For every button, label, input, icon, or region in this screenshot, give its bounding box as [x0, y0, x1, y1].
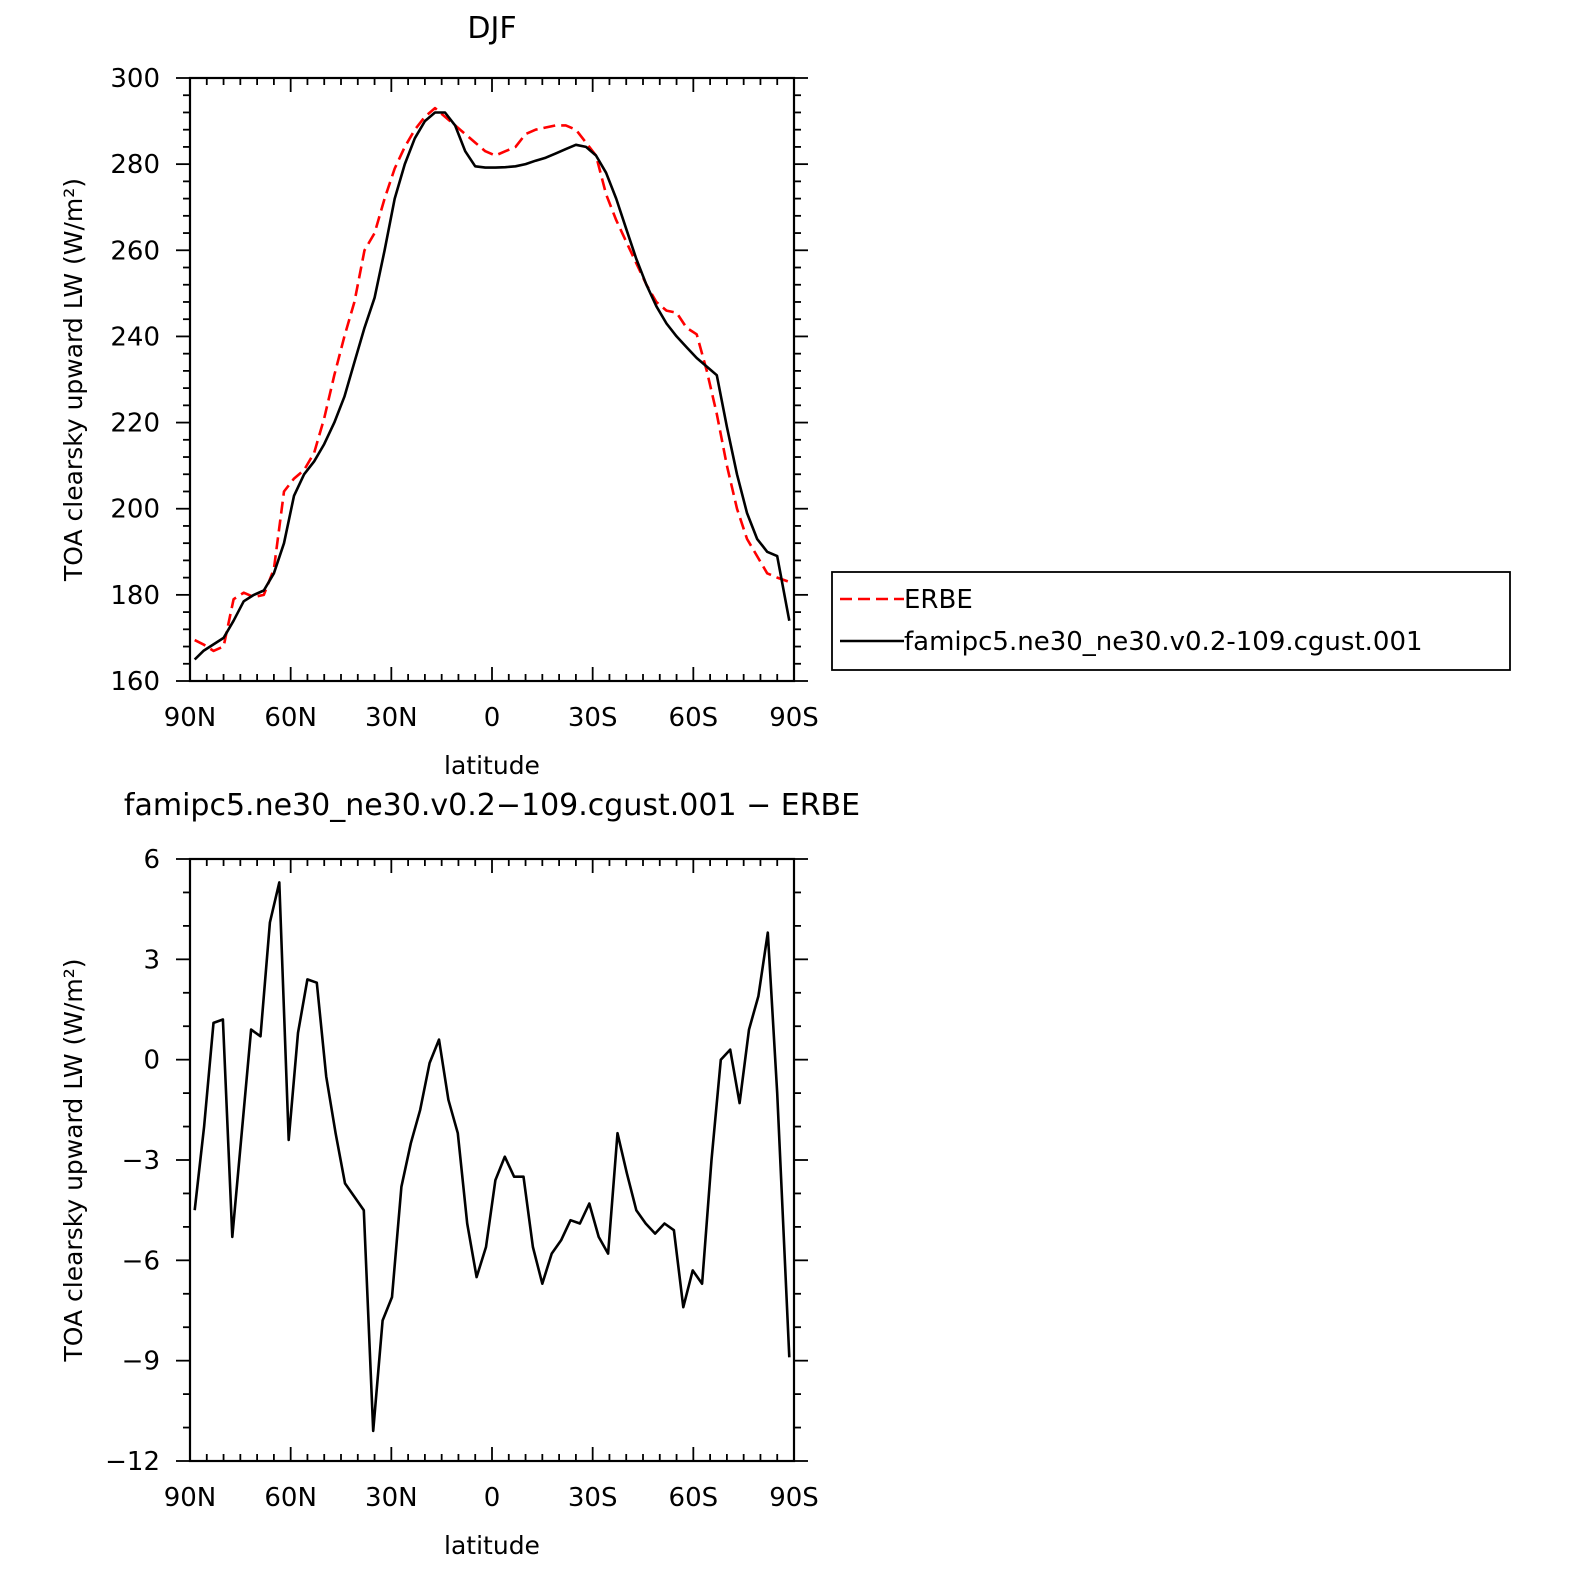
- x-tick-label: 60N: [264, 703, 317, 733]
- series-line-difference: [193, 881, 791, 1433]
- x-tick-label: 30N: [365, 1483, 418, 1513]
- legend-box: [831, 571, 1511, 671]
- y-tick-label: 220: [110, 409, 160, 439]
- x-tick-label: 30S: [568, 1483, 618, 1513]
- legend-label: famipc5.ne30_ne30.v0.2-109.cgust.001: [904, 627, 1423, 657]
- y-tick-label: 200: [110, 495, 160, 525]
- y-tick-label: 260: [110, 236, 160, 266]
- chart-title: DJF: [467, 11, 516, 46]
- x-axis-title: latitude: [444, 751, 540, 780]
- top-panel-djf: DJF 90N 60N 30N 0 30S 60S 90S 160 180 200 220 240 260…: [59, 11, 1511, 780]
- legend: ERBE famipc5.ne30_ne30.v0.2-109.cgust.001: [831, 571, 1511, 671]
- series-line-famipc5-ne30-ne30-v0-2-109-cgust-001: [193, 111, 791, 661]
- y-tick-label: 240: [110, 322, 160, 352]
- x-tick-label: 0: [484, 703, 501, 733]
- y-tick-label: −6: [122, 1246, 160, 1276]
- x-tick-label: 60N: [264, 1483, 317, 1513]
- y-tick-label: 300: [110, 64, 160, 94]
- y-tick-label: 180: [110, 581, 160, 611]
- y-tick-label: 160: [110, 667, 160, 697]
- y-tick-label: 280: [110, 150, 160, 180]
- x-tick-label: 30N: [365, 703, 418, 733]
- x-tick-label: 90N: [164, 703, 217, 733]
- x-tick-label: 30S: [568, 703, 618, 733]
- bottom-panel-difference: famipc5.ne30_ne30.v0.2−109.cgust.001 − E…: [59, 788, 860, 1560]
- y-tick-label: 6: [143, 845, 160, 875]
- y-axis-title: TOA clearsky upward LW (W/m²): [59, 178, 88, 582]
- x-tick-label: 0: [484, 1483, 501, 1513]
- y-tick-label: −3: [122, 1146, 160, 1176]
- x-tick-label: 90S: [769, 1483, 819, 1513]
- x-tick-label: 60S: [669, 703, 719, 733]
- y-tick-label: 0: [143, 1046, 160, 1076]
- x-tick-label: 90N: [164, 1483, 217, 1513]
- x-tick-label: 60S: [669, 1483, 719, 1513]
- y-tick-label: 3: [143, 945, 160, 975]
- x-tick-label: 90S: [769, 703, 819, 733]
- chart-title: famipc5.ne30_ne30.v0.2−109.cgust.001 − E…: [124, 788, 860, 823]
- y-tick-label: −9: [122, 1347, 160, 1377]
- y-axis-title: TOA clearsky upward LW (W/m²): [59, 958, 88, 1362]
- x-axis-title: latitude: [444, 1531, 540, 1560]
- series-line-erbe: [194, 106, 790, 653]
- y-tick-label: −12: [105, 1447, 160, 1477]
- legend-label: ERBE: [904, 585, 973, 615]
